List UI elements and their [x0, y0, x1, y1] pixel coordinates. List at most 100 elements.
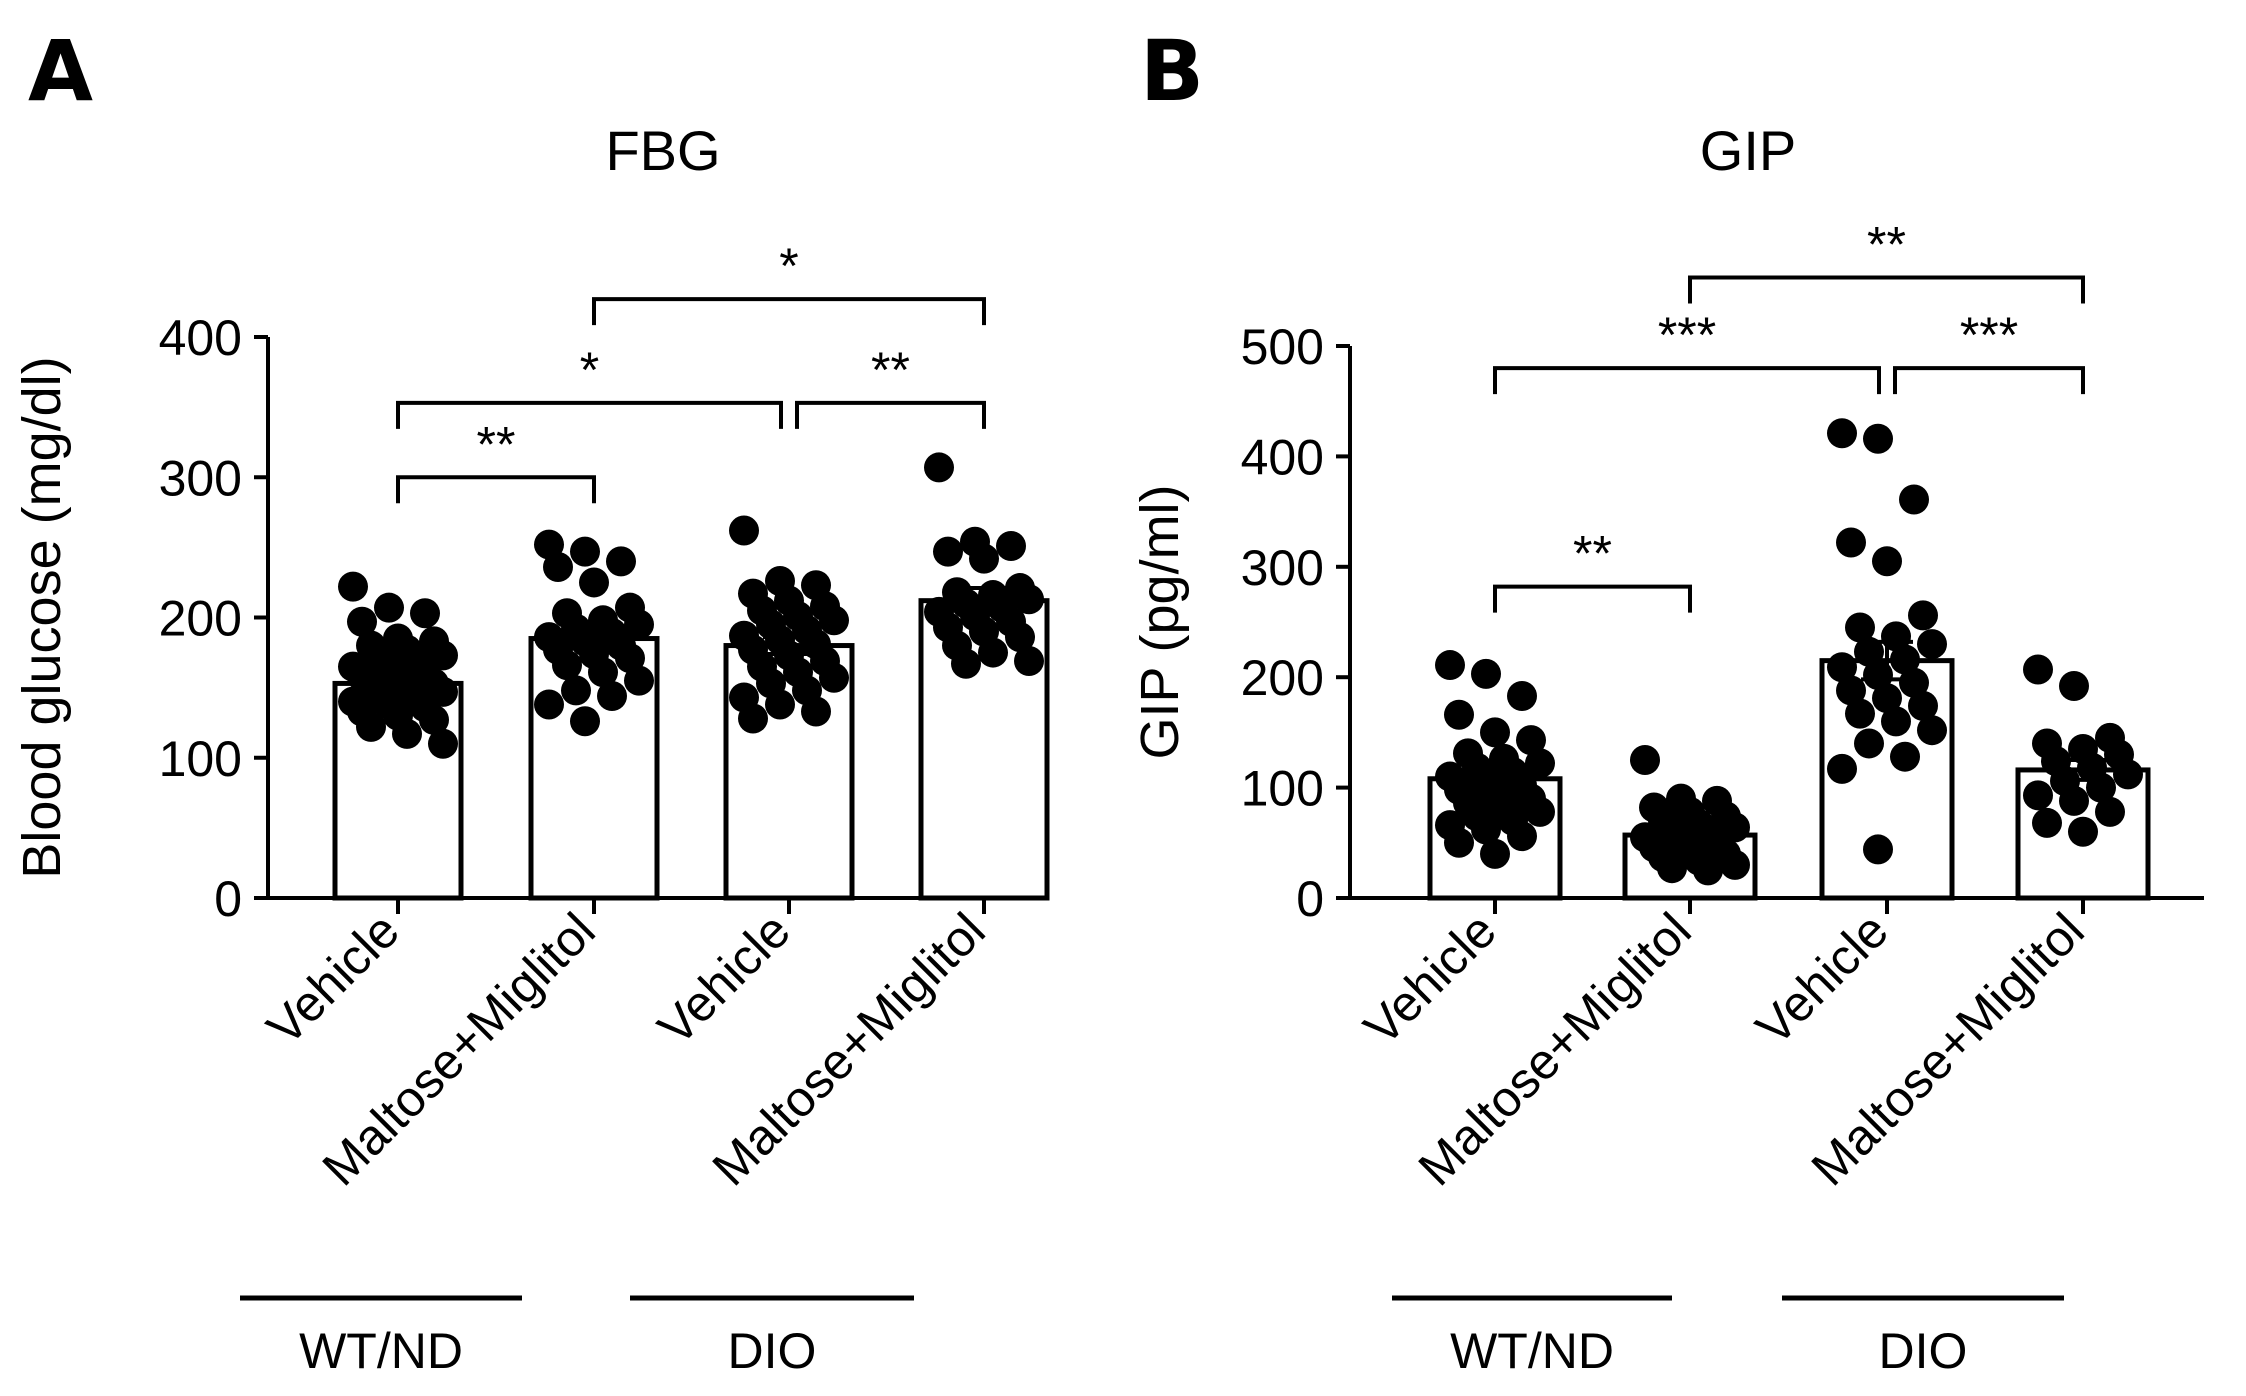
data-point: [1525, 748, 1555, 779]
significance-stars: **: [871, 342, 910, 398]
data-point: [1899, 484, 1929, 515]
data-point: [347, 606, 377, 637]
data-point: [534, 529, 564, 560]
data-point: [561, 675, 591, 706]
data-point: [374, 592, 404, 623]
significance-stars: **: [477, 416, 516, 472]
data-point: [410, 598, 440, 629]
data-point: [1444, 699, 1474, 730]
data-point: [1827, 753, 1857, 784]
data-point: [624, 609, 654, 640]
significance-bracket: [1493, 584, 1692, 613]
data-point: [1444, 827, 1474, 858]
data-point: [1471, 658, 1501, 689]
data-point: [1471, 814, 1501, 845]
data-point: [1872, 683, 1902, 714]
data-point: [1863, 423, 1893, 454]
data-point: [579, 567, 609, 598]
data-point: [419, 704, 449, 735]
data-point: [338, 571, 368, 602]
x-category-label: Vehicle: [1353, 902, 1507, 1056]
y-tick-label: 100: [1241, 761, 1324, 817]
significance-stars: **: [1573, 526, 1612, 582]
significance-bracket: [1893, 366, 2085, 395]
group-label: WT/ND: [299, 1323, 463, 1379]
data-point: [1435, 650, 1465, 681]
data-point: [2032, 807, 2062, 838]
data-point: [978, 637, 1008, 668]
data-point: [1657, 853, 1687, 884]
data-point: [392, 718, 422, 749]
data-point: [933, 536, 963, 567]
data-point: [1014, 645, 1044, 676]
data-point: [597, 681, 627, 712]
data-point: [1507, 680, 1537, 711]
data-point: [543, 552, 573, 583]
y-tick-label: 300: [1241, 540, 1324, 596]
y-axis-label: GIP (pg/ml): [1130, 484, 1190, 759]
data-point: [819, 662, 849, 693]
data-point: [1881, 621, 1911, 652]
y-tick-label: 200: [159, 591, 242, 647]
y-tick-label: 400: [159, 310, 242, 366]
significance-stars: ***: [1658, 307, 1716, 363]
data-point: [1836, 675, 1866, 706]
data-point: [606, 546, 636, 577]
data-point: [2023, 654, 2053, 685]
significance-bracket: [1493, 366, 1881, 395]
data-point: [2023, 780, 2053, 811]
data-point: [1917, 629, 1947, 660]
data-point: [552, 650, 582, 681]
data-point: [1005, 622, 1035, 653]
data-point: [2059, 785, 2089, 816]
panel-label: A: [28, 22, 93, 120]
data-point: [588, 657, 618, 688]
data-point: [615, 643, 645, 674]
data-point: [729, 515, 759, 546]
panel-a: A FBG 0 100 200 300 400 Blood glucose (mg/dl) Ve…: [12, 22, 1050, 1379]
data-point: [996, 530, 1026, 561]
data-point: [1836, 527, 1866, 558]
data-point: [2068, 816, 2098, 847]
chart-title: GIP: [1700, 119, 1796, 182]
data-point: [1854, 728, 1884, 759]
y-axis-label: Blood glucose (mg/dl): [12, 356, 72, 878]
data-point: [738, 703, 768, 734]
data-point: [1693, 855, 1723, 886]
significance-bracket: [396, 475, 596, 504]
group-label: DIO: [1879, 1323, 1968, 1379]
data-point: [951, 648, 981, 679]
data-point: [534, 689, 564, 720]
panel-label: B: [1140, 22, 1204, 120]
data-point: [428, 640, 458, 671]
data-point: [624, 665, 654, 696]
y-tick-label: 300: [159, 450, 242, 506]
data-point: [1890, 644, 1920, 675]
data-point: [765, 689, 795, 720]
data-point: [2086, 772, 2116, 803]
data-point: [1863, 834, 1893, 865]
significance-stars: **: [1867, 217, 1906, 273]
data-point: [1917, 715, 1947, 746]
y-tick-label: 400: [1241, 429, 1324, 485]
data-point: [570, 706, 600, 737]
data-point: [1827, 652, 1857, 683]
data-point: [1014, 584, 1044, 615]
data-point: [969, 543, 999, 574]
data-point: [2095, 796, 2125, 827]
data-point: [356, 711, 386, 742]
y-tick-label: 100: [159, 731, 242, 787]
significance-stars: *: [779, 238, 798, 294]
y-tick-label: 500: [1241, 319, 1324, 375]
y-tick-label: 0: [214, 871, 242, 927]
data-point: [570, 536, 600, 567]
data-point: [1630, 745, 1660, 775]
significance-bracket: [1688, 275, 2085, 304]
significance-stars: *: [580, 342, 599, 398]
data-point: [1845, 698, 1875, 729]
data-point: [1863, 659, 1893, 690]
x-category-label: Vehicle: [1745, 902, 1899, 1056]
data-point: [1507, 821, 1537, 852]
